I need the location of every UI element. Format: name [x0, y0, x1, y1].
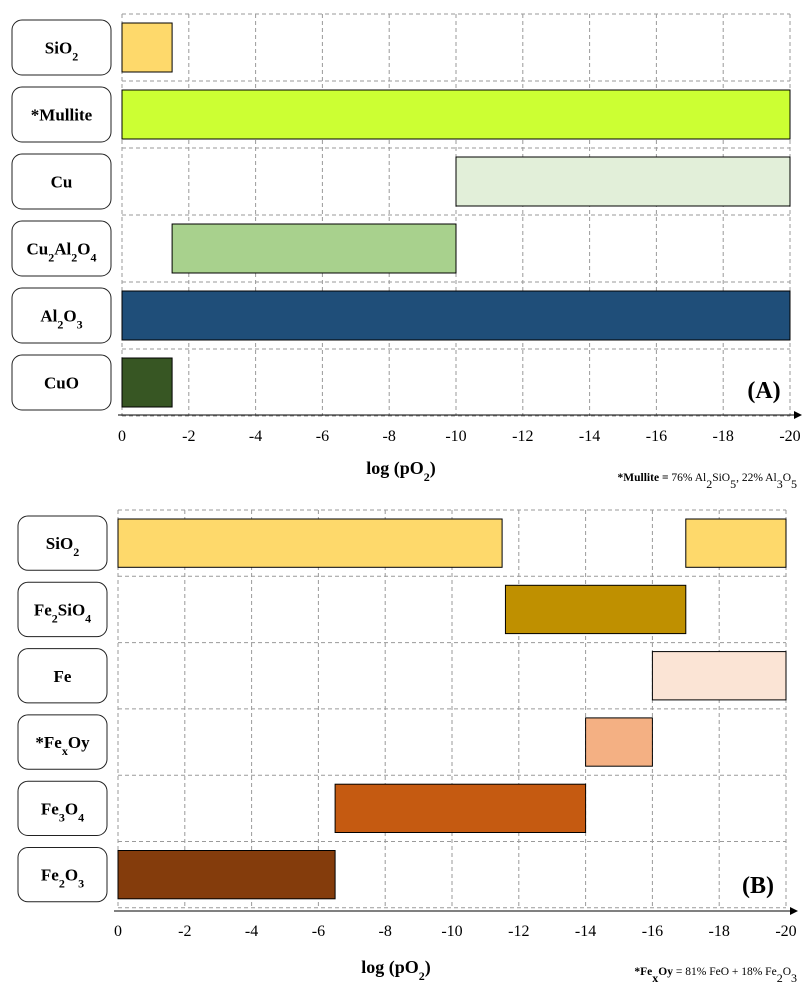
- panel-tag: (B): [742, 873, 774, 899]
- x-tick-label: 0: [118, 428, 126, 445]
- x-tick-label: -2: [178, 923, 191, 940]
- row-label-box: [17, 648, 108, 704]
- stability-bar: [651, 651, 787, 701]
- row-label-box: [17, 714, 108, 770]
- chart-panel-b: SiO2 Fe2SiO4 Fe *FexOy Fe3O4 Fe2O3 0 -2 -4 -6 -8 -1…: [17, 509, 798, 982]
- stability-bar: [455, 156, 791, 207]
- composition-note: *FexOy = 81% FeO + 18% Fe2O3: [634, 966, 797, 982]
- x-tick-label: -8: [383, 428, 396, 445]
- x-tick-label: -4: [245, 923, 258, 940]
- x-tick-label: -16: [646, 428, 667, 445]
- x-tick-label: -20: [779, 428, 800, 445]
- x-tick-label: -12: [508, 923, 529, 940]
- stability-bar: [171, 223, 457, 274]
- row-label-box: [11, 354, 112, 411]
- x-tick-label: -4: [249, 428, 262, 445]
- stability-bar: [121, 290, 791, 341]
- row-label-box: [11, 153, 112, 210]
- x-tick-label: 0: [114, 923, 122, 940]
- stability-bar: [117, 850, 336, 900]
- row-label-box: [17, 515, 108, 571]
- x-axis-label: log (pO2): [361, 957, 431, 982]
- row-label: Fe2SiO4: [34, 600, 91, 625]
- x-axis-arrow: [790, 907, 798, 915]
- panel-tag: (A): [747, 378, 780, 404]
- row-label: Fe2O3: [41, 866, 84, 891]
- composition-note: *Mullite = 76% Al2SiO5, 22% Al3O5: [618, 472, 797, 491]
- stability-bar: [685, 518, 787, 568]
- row-label: Al2O3: [40, 307, 82, 332]
- row-label-box: [17, 780, 108, 837]
- x-tick-label: -2: [182, 428, 195, 445]
- row-label: Fe: [54, 667, 72, 686]
- x-tick-label: -6: [316, 428, 329, 445]
- row-label-box: [17, 581, 108, 638]
- row-label-box: [17, 847, 108, 903]
- stability-bar: [504, 584, 687, 635]
- x-tick-label: -12: [512, 428, 533, 445]
- x-tick-label: -14: [579, 428, 600, 445]
- row-label-box: [11, 287, 112, 344]
- row-label: Cu2Al2O4: [27, 240, 97, 265]
- x-axis-arrow: [794, 411, 802, 419]
- x-tick-label: -16: [642, 923, 663, 940]
- chart-panel-a: SiO2 *Mullite Cu Cu2Al2O4 Al2O3 CuO 0 -2 -4 -6 -8 -…: [11, 13, 802, 491]
- x-axis-label: log (pO2): [366, 458, 436, 484]
- x-tick-label: -18: [713, 428, 734, 445]
- stability-bar: [121, 89, 791, 140]
- x-tick-label: -10: [441, 923, 462, 940]
- stability-bar: [334, 783, 587, 834]
- stability-bar: [117, 518, 503, 568]
- row-label-box: [11, 19, 112, 76]
- x-tick-label: -18: [709, 923, 730, 940]
- x-tick-label: -20: [775, 923, 796, 940]
- row-label: Cu: [51, 173, 73, 192]
- row-label: SiO2: [45, 39, 78, 64]
- row-label: *FexOy: [35, 733, 90, 758]
- x-tick-label: -10: [445, 428, 466, 445]
- row-label-box: [11, 220, 112, 277]
- row-label-box: [11, 86, 112, 143]
- x-tick-label: -8: [379, 923, 392, 940]
- stability-bar: [121, 357, 173, 408]
- row-label: CuO: [44, 374, 79, 393]
- stability-bar: [585, 717, 653, 767]
- x-tick-label: -14: [575, 923, 596, 940]
- row-label: SiO2: [46, 534, 79, 559]
- stability-bar: [121, 22, 173, 73]
- row-label: *Mullite: [31, 106, 93, 125]
- row-label: Fe3O4: [41, 799, 84, 824]
- x-tick-label: -6: [312, 923, 325, 940]
